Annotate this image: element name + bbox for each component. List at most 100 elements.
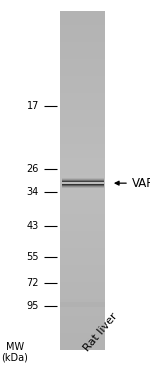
Bar [60, 147, 105, 149]
Bar [60, 316, 105, 318]
Bar [60, 152, 105, 155]
Bar [60, 200, 105, 203]
Bar [60, 198, 105, 200]
Bar [60, 231, 105, 234]
Bar [60, 296, 105, 299]
Bar [60, 48, 105, 51]
Bar [60, 14, 105, 17]
Bar [60, 299, 105, 302]
Bar [60, 169, 105, 172]
Bar [60, 124, 105, 127]
Bar [60, 130, 105, 133]
Text: 95: 95 [27, 301, 39, 311]
Bar [60, 57, 105, 59]
Bar [60, 228, 105, 231]
Bar [60, 242, 105, 245]
Bar [60, 93, 105, 96]
Bar [60, 195, 105, 198]
Bar [60, 223, 105, 226]
Bar [60, 288, 105, 290]
Bar [60, 333, 105, 336]
Bar [60, 20, 105, 23]
Bar [60, 23, 105, 25]
Bar [60, 192, 105, 195]
Bar [60, 268, 105, 271]
Bar [60, 71, 105, 73]
Bar [60, 313, 105, 316]
Bar [60, 336, 105, 338]
Bar [60, 347, 105, 350]
Bar [60, 166, 105, 169]
Bar [60, 262, 105, 265]
Bar [60, 234, 105, 237]
Bar [60, 180, 105, 183]
Bar [60, 338, 105, 341]
Bar [60, 341, 105, 344]
Bar [60, 330, 105, 333]
Bar [60, 105, 105, 107]
Bar [60, 11, 105, 14]
Bar [60, 158, 105, 161]
Bar [60, 310, 105, 313]
Bar [60, 163, 105, 166]
Bar [60, 101, 105, 105]
Bar [60, 271, 105, 274]
Bar [60, 274, 105, 276]
Text: 17: 17 [27, 101, 39, 111]
Bar [60, 304, 105, 307]
Text: 26: 26 [27, 164, 39, 174]
Bar [60, 43, 105, 45]
Bar [60, 226, 105, 228]
Bar [60, 119, 105, 121]
Text: 43: 43 [27, 221, 39, 231]
Bar [60, 186, 105, 189]
Bar [60, 290, 105, 293]
Text: 72: 72 [27, 278, 39, 288]
Text: VAPA: VAPA [132, 177, 150, 190]
Bar [60, 251, 105, 254]
Bar [60, 65, 105, 68]
Bar [60, 99, 105, 101]
Bar [60, 260, 105, 262]
Bar [60, 68, 105, 71]
Bar [60, 248, 105, 251]
Text: 34: 34 [27, 187, 39, 197]
Bar [60, 344, 105, 347]
Bar [60, 279, 105, 282]
Bar [60, 121, 105, 124]
Bar [60, 51, 105, 54]
Text: Rat liver: Rat liver [82, 311, 120, 353]
Text: 55: 55 [27, 252, 39, 261]
Bar [60, 59, 105, 62]
Bar [60, 276, 105, 279]
Bar [60, 217, 105, 220]
Bar [60, 37, 105, 40]
Bar [60, 90, 105, 93]
Bar [60, 62, 105, 65]
Bar [60, 240, 105, 242]
Bar [60, 34, 105, 37]
Bar [60, 25, 105, 28]
Bar [60, 327, 105, 330]
Bar [60, 113, 105, 116]
Bar [60, 141, 105, 144]
Bar [60, 149, 105, 152]
Bar [60, 161, 105, 163]
Bar [60, 127, 105, 130]
Bar [60, 175, 105, 178]
Bar [60, 79, 105, 82]
Bar [60, 293, 105, 296]
Bar [60, 302, 105, 304]
Bar [60, 87, 105, 90]
Bar [60, 324, 105, 327]
Bar [60, 45, 105, 48]
Bar [60, 282, 105, 285]
Bar [60, 155, 105, 158]
Bar [60, 138, 105, 141]
Bar [60, 214, 105, 217]
Bar [60, 302, 105, 307]
Bar [60, 307, 105, 310]
Bar [60, 76, 105, 79]
Bar [60, 203, 105, 206]
Bar [60, 245, 105, 248]
